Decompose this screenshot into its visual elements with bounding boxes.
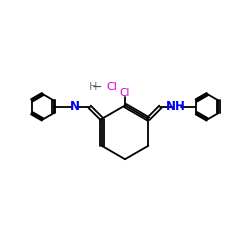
Text: NH: NH (166, 100, 186, 113)
Text: H: H (88, 82, 97, 92)
Text: Cl: Cl (120, 88, 130, 98)
Text: −: − (92, 80, 102, 94)
Text: N: N (70, 100, 80, 113)
Text: Cl: Cl (106, 82, 117, 92)
